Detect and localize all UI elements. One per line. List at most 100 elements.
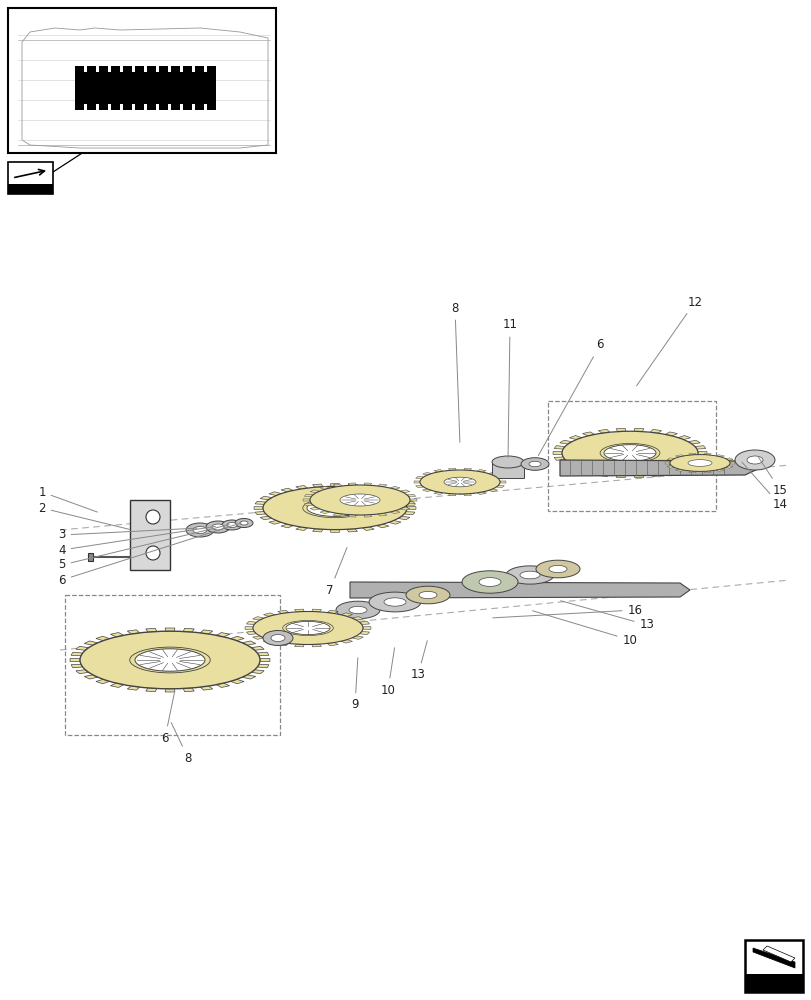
Polygon shape [422,472,431,475]
Polygon shape [255,512,265,515]
Polygon shape [352,617,363,620]
Polygon shape [145,628,157,632]
Polygon shape [263,640,275,643]
Polygon shape [650,473,661,477]
Text: 14: 14 [741,462,787,512]
Polygon shape [348,483,356,485]
Polygon shape [216,683,230,687]
Text: 10: 10 [380,648,395,696]
Polygon shape [257,664,268,668]
Polygon shape [488,472,497,475]
Polygon shape [377,513,387,516]
Polygon shape [327,642,337,646]
Ellipse shape [212,524,224,530]
Polygon shape [433,470,442,472]
Polygon shape [496,485,504,488]
Polygon shape [352,636,363,639]
Polygon shape [363,627,371,629]
Polygon shape [688,440,699,444]
Polygon shape [664,462,669,464]
Polygon shape [688,453,696,455]
Polygon shape [246,632,256,635]
Ellipse shape [303,498,367,518]
Ellipse shape [669,455,729,471]
Polygon shape [694,446,705,449]
Polygon shape [598,473,609,477]
Ellipse shape [282,620,333,636]
FancyBboxPatch shape [147,66,156,110]
Polygon shape [675,469,683,471]
Polygon shape [697,452,706,454]
Polygon shape [230,636,244,641]
Polygon shape [260,496,272,500]
Polygon shape [688,471,696,473]
Ellipse shape [521,458,548,470]
Polygon shape [320,511,329,514]
Polygon shape [376,524,388,528]
FancyBboxPatch shape [195,66,204,110]
Circle shape [146,510,160,524]
Polygon shape [252,636,264,639]
Polygon shape [406,507,415,509]
Polygon shape [96,636,109,641]
Polygon shape [554,457,564,460]
Polygon shape [448,494,456,496]
Polygon shape [330,484,339,486]
Polygon shape [71,652,83,656]
Ellipse shape [478,578,500,586]
Circle shape [146,546,160,560]
Polygon shape [333,513,341,516]
Ellipse shape [340,494,380,506]
Polygon shape [414,481,419,483]
Polygon shape [145,688,157,692]
Polygon shape [363,483,371,485]
Polygon shape [254,507,263,509]
Polygon shape [388,492,401,496]
Ellipse shape [336,601,380,619]
Text: 8: 8 [171,723,191,764]
Ellipse shape [519,571,539,579]
Polygon shape [310,490,320,493]
Polygon shape [84,675,97,679]
Polygon shape [688,462,699,466]
Polygon shape [75,670,88,674]
FancyBboxPatch shape [159,66,168,110]
Polygon shape [312,484,323,487]
Polygon shape [216,633,230,637]
Polygon shape [496,476,504,479]
Polygon shape [311,644,321,647]
Polygon shape [448,468,456,470]
Ellipse shape [193,526,207,534]
Polygon shape [263,613,275,616]
Polygon shape [491,462,523,478]
Polygon shape [341,640,352,643]
Polygon shape [559,440,571,444]
Polygon shape [277,642,289,646]
Polygon shape [703,453,710,455]
Polygon shape [715,469,723,471]
Ellipse shape [384,598,406,606]
FancyBboxPatch shape [8,162,53,194]
Ellipse shape [535,560,579,578]
Ellipse shape [310,485,410,515]
Polygon shape [183,688,194,692]
Ellipse shape [491,456,523,468]
Polygon shape [410,499,417,501]
Ellipse shape [253,611,363,645]
Polygon shape [245,627,253,629]
Ellipse shape [505,566,553,584]
Polygon shape [725,458,732,460]
Polygon shape [729,462,734,464]
Text: 15: 15 [757,457,787,496]
Ellipse shape [444,477,475,487]
Ellipse shape [227,522,237,528]
Polygon shape [277,610,289,614]
Polygon shape [560,460,759,476]
Ellipse shape [687,460,711,466]
Polygon shape [752,948,794,968]
Polygon shape [616,474,625,478]
Polygon shape [675,455,683,457]
Polygon shape [295,527,307,530]
Polygon shape [359,621,369,624]
Ellipse shape [206,521,230,533]
